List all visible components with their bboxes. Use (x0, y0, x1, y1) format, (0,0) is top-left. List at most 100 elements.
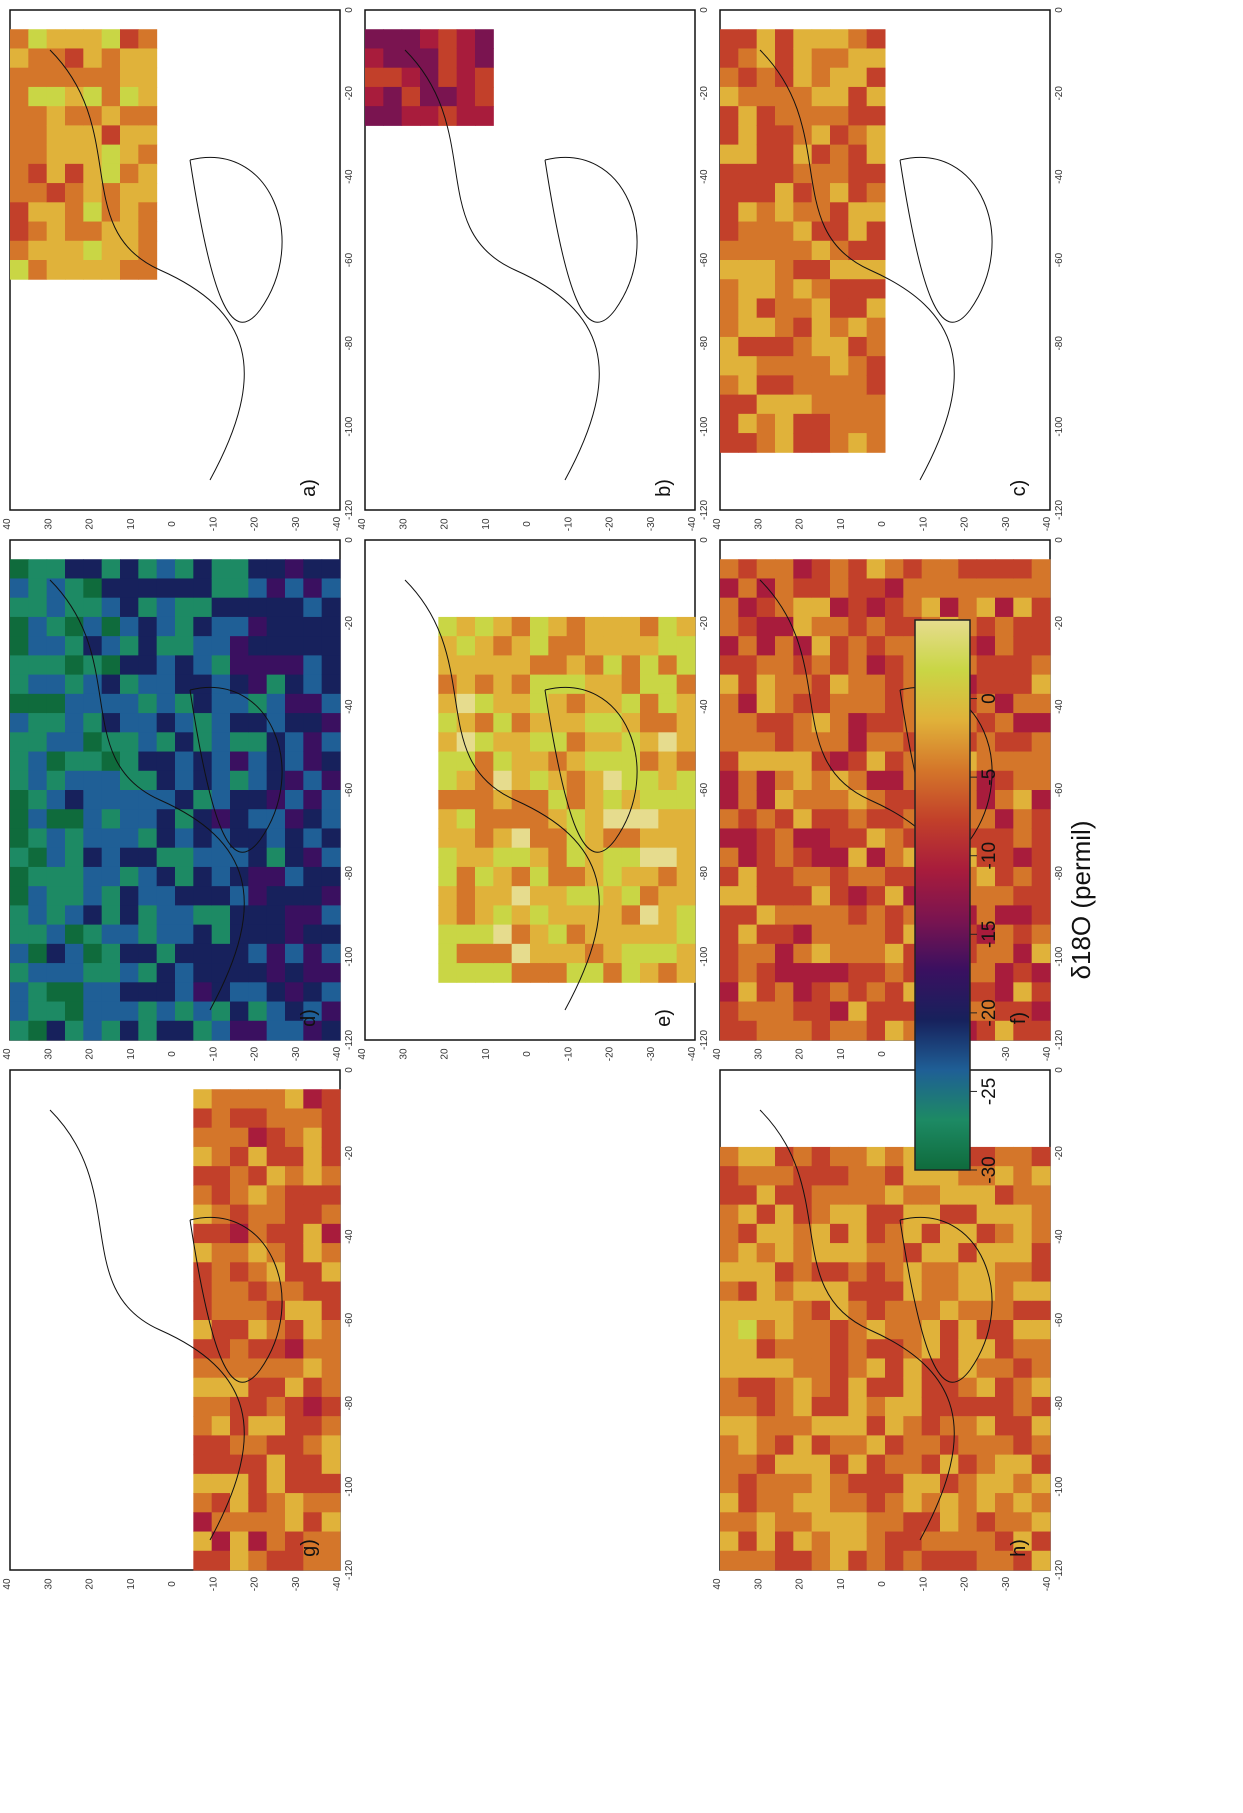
data-cell (793, 413, 813, 434)
data-cell (83, 751, 103, 772)
data-cell (866, 847, 886, 868)
data-cell (940, 1204, 959, 1225)
lon-tick-label: -60 (699, 252, 710, 267)
data-cell (1031, 655, 1051, 676)
data-cell (248, 559, 268, 579)
data-cell (793, 1512, 813, 1533)
data-cell (46, 183, 66, 203)
data-cell (793, 963, 813, 983)
data-cell (28, 924, 48, 945)
data-cell (866, 106, 886, 126)
data-cell (830, 1454, 849, 1475)
data-cell (138, 943, 158, 964)
data-cell (811, 125, 831, 146)
data-cell (921, 1377, 941, 1398)
data-cell (811, 413, 831, 434)
data-cell (720, 279, 739, 299)
data-cell (101, 924, 121, 945)
data-cell (456, 770, 476, 791)
data-cell (230, 1108, 249, 1129)
data-cell (738, 1262, 758, 1283)
data-cell (303, 1454, 323, 1475)
data-cell (720, 1320, 739, 1340)
data-cell (866, 1300, 886, 1321)
data-cell (775, 163, 794, 184)
data-cell (266, 732, 286, 753)
data-cell (995, 809, 1014, 829)
data-cell (120, 636, 139, 656)
data-cell (230, 693, 249, 714)
data-cell (720, 809, 739, 829)
data-cell (10, 847, 29, 868)
data-cell (775, 1435, 794, 1456)
data-cell (548, 636, 568, 656)
data-cell (720, 1493, 739, 1513)
data-cell (903, 1493, 923, 1513)
lon-tick-label: -60 (344, 1312, 355, 1327)
data-cell (83, 963, 103, 983)
data-cell (10, 106, 29, 126)
data-cell (658, 713, 678, 733)
data-cell (848, 433, 868, 453)
data-cell (138, 240, 158, 261)
data-cell (720, 298, 739, 319)
data-cell (101, 943, 121, 964)
data-cell (793, 1262, 813, 1283)
data-cell (756, 982, 776, 1003)
data-cell (65, 597, 84, 618)
data-cell (756, 559, 776, 579)
data-cell (303, 655, 323, 676)
data-cell (976, 1493, 996, 1513)
data-cell (321, 693, 341, 714)
data-cell (738, 1550, 758, 1571)
data-cell (475, 790, 494, 810)
data-cell (995, 1396, 1014, 1417)
data-cell (230, 1166, 249, 1186)
data-cell (193, 963, 213, 983)
data-cell (321, 809, 341, 829)
panel-f: 403020100-10-20-30-40-120-100-80-60-40-2… (712, 537, 1065, 1061)
data-cell (903, 1243, 923, 1263)
data-cell (475, 751, 494, 772)
data-cell (830, 1204, 849, 1225)
data-cell (995, 1473, 1014, 1494)
data-cell (603, 732, 623, 753)
data-cell (903, 1454, 923, 1475)
data-cell (1031, 1243, 1051, 1263)
data-cell (193, 1001, 213, 1022)
data-cell (83, 221, 103, 242)
data-cell (775, 1185, 794, 1206)
data-cell (756, 1243, 776, 1263)
data-cell (940, 578, 959, 599)
data-cell (303, 1358, 323, 1379)
panel-label: h) (1008, 1539, 1030, 1557)
lat-tick-label: 30 (398, 1048, 409, 1060)
lon-tick-label: -40 (344, 169, 355, 184)
data-cell (830, 1550, 849, 1571)
data-cell (65, 655, 84, 676)
data-cell (756, 1473, 776, 1494)
data-cell (995, 1435, 1014, 1456)
data-cell (866, 578, 886, 599)
data-cell (866, 809, 886, 829)
data-cell (566, 943, 586, 964)
data-cell (266, 1281, 286, 1302)
data-cell (811, 1377, 831, 1398)
data-cell (793, 578, 813, 599)
data-cell (1013, 790, 1033, 810)
data-cell (811, 1223, 831, 1244)
data-cell (885, 924, 904, 945)
data-cell (738, 943, 758, 964)
data-cell (811, 886, 831, 906)
data-cell (365, 106, 384, 126)
data-cell (266, 847, 286, 868)
data-cell (193, 1204, 213, 1225)
data-cell (530, 963, 549, 983)
data-cell (793, 1020, 813, 1041)
data-cell (248, 1416, 268, 1436)
data-cell (793, 260, 813, 280)
data-cell (756, 433, 776, 453)
data-cell (548, 693, 568, 714)
data-cell (640, 674, 659, 695)
data-cell (28, 809, 48, 829)
